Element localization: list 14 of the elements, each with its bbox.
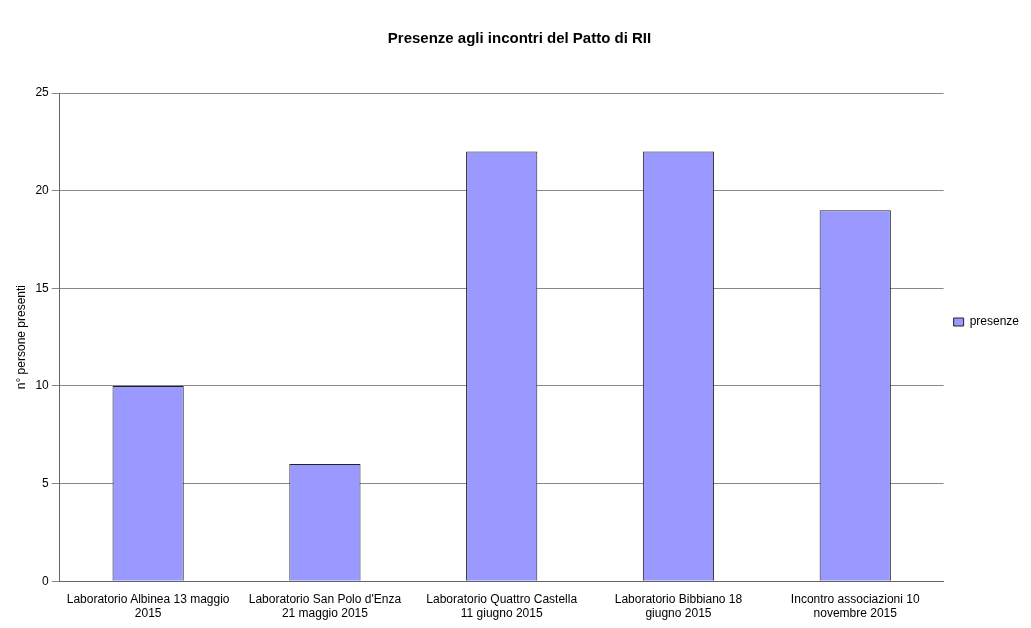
legend-label: presenze xyxy=(969,314,1020,329)
y-tick-label: 20 xyxy=(35,182,50,197)
x-tick-label: Incontro associazioni 10 novembre 2015 xyxy=(790,591,920,621)
y-tick-label: 5 xyxy=(42,475,50,490)
x-tick-label: Laboratorio Albinea 13 maggio 2015 xyxy=(66,591,230,621)
x-tick-label: Laboratorio Bibbiano 18 giugno 2015 xyxy=(614,591,743,621)
chart-title: Presenze agli incontri del Patto di RII xyxy=(387,29,652,47)
y-tick-label: 0 xyxy=(42,573,50,588)
y-tick-label: 10 xyxy=(35,378,50,393)
y-tick-label: 25 xyxy=(35,85,50,100)
x-tick-label: Laboratorio Quattro Castella 11 giugno 2015 xyxy=(426,591,578,621)
x-tick-label: Laboratorio San Polo d'Enza 21 maggio 2015 xyxy=(248,591,402,621)
y-axis-title: n° persone presenti xyxy=(13,285,28,390)
y-tick-label: 15 xyxy=(35,280,50,295)
